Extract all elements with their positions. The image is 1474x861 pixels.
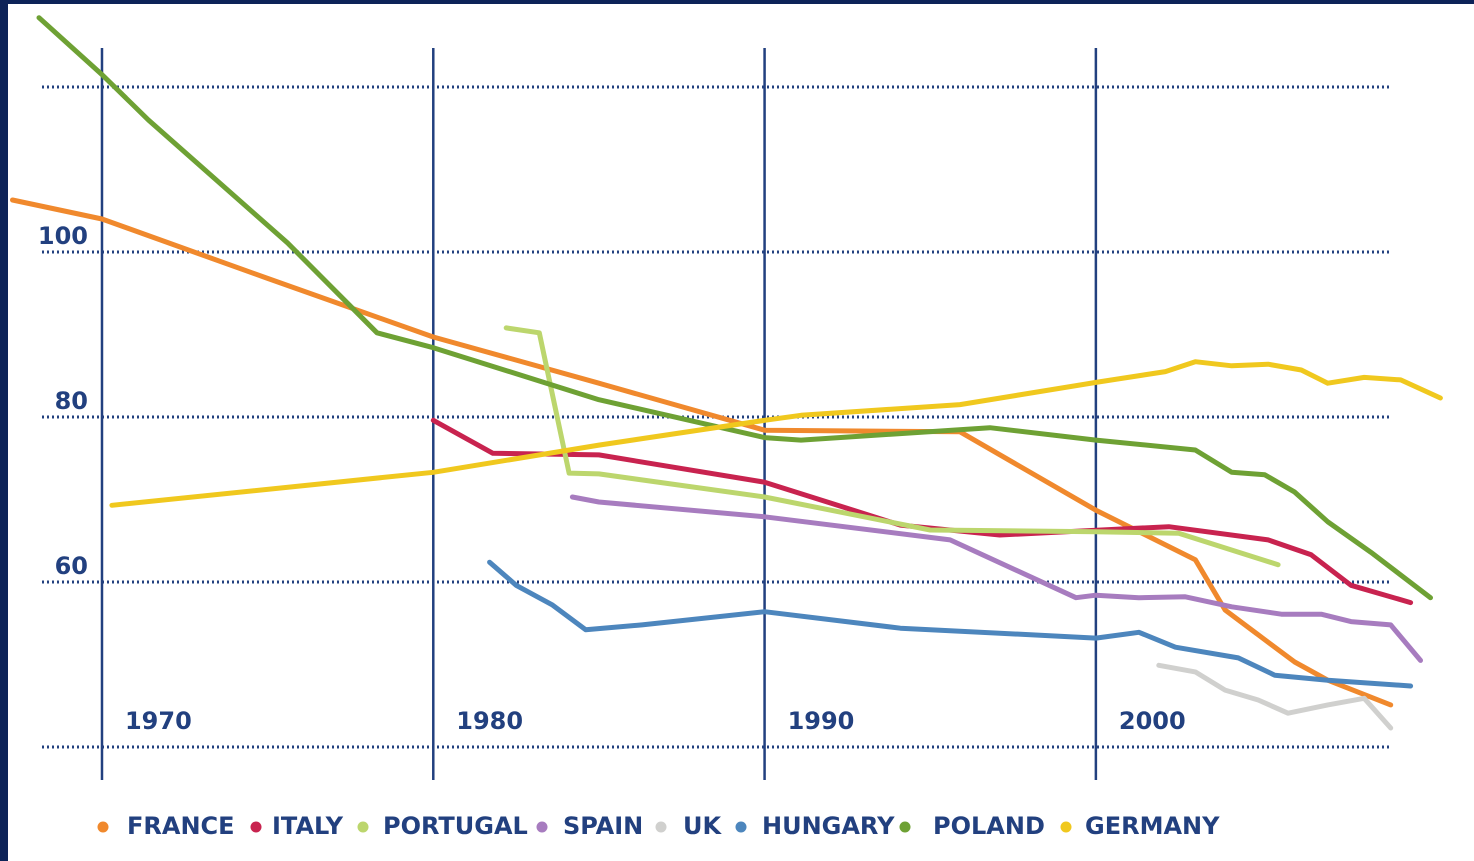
- series-line: [36, 15, 1433, 601]
- y-tick-label: 100: [38, 222, 88, 250]
- x-tick-label: 1970: [125, 707, 192, 735]
- series-line: [487, 559, 1414, 689]
- series-line: [10, 197, 1394, 708]
- y-tick-label: 80: [55, 387, 88, 415]
- x-tick-label: 1980: [456, 707, 523, 735]
- x-tick-label: 1990: [788, 707, 855, 735]
- legend-label: PORTUGAL: [383, 812, 528, 840]
- legend-label: GERMANY: [1085, 812, 1220, 840]
- legend-label: POLAND: [933, 812, 1045, 840]
- legend-marker: [250, 821, 262, 833]
- series-line: [109, 359, 1443, 508]
- legend-label: UK: [683, 812, 722, 840]
- legend-marker: [357, 821, 369, 833]
- legend-marker: [97, 821, 109, 833]
- legend-marker: [1060, 821, 1072, 833]
- x-tick-label: 2000: [1119, 707, 1186, 735]
- y-tick-label: 60: [55, 552, 88, 580]
- series-line: [1156, 662, 1394, 731]
- legend-marker: [899, 821, 911, 833]
- legend-marker: [536, 821, 548, 833]
- series-line: [503, 325, 1281, 568]
- legend-label: SPAIN: [563, 812, 643, 840]
- legend-label: FRANCE: [127, 812, 235, 840]
- legend-label: HUNGARY: [762, 812, 895, 840]
- series-line: [569, 494, 1423, 663]
- legend-marker: [655, 821, 667, 833]
- legend-marker: [735, 821, 747, 833]
- legend-label: ITALY: [272, 812, 344, 840]
